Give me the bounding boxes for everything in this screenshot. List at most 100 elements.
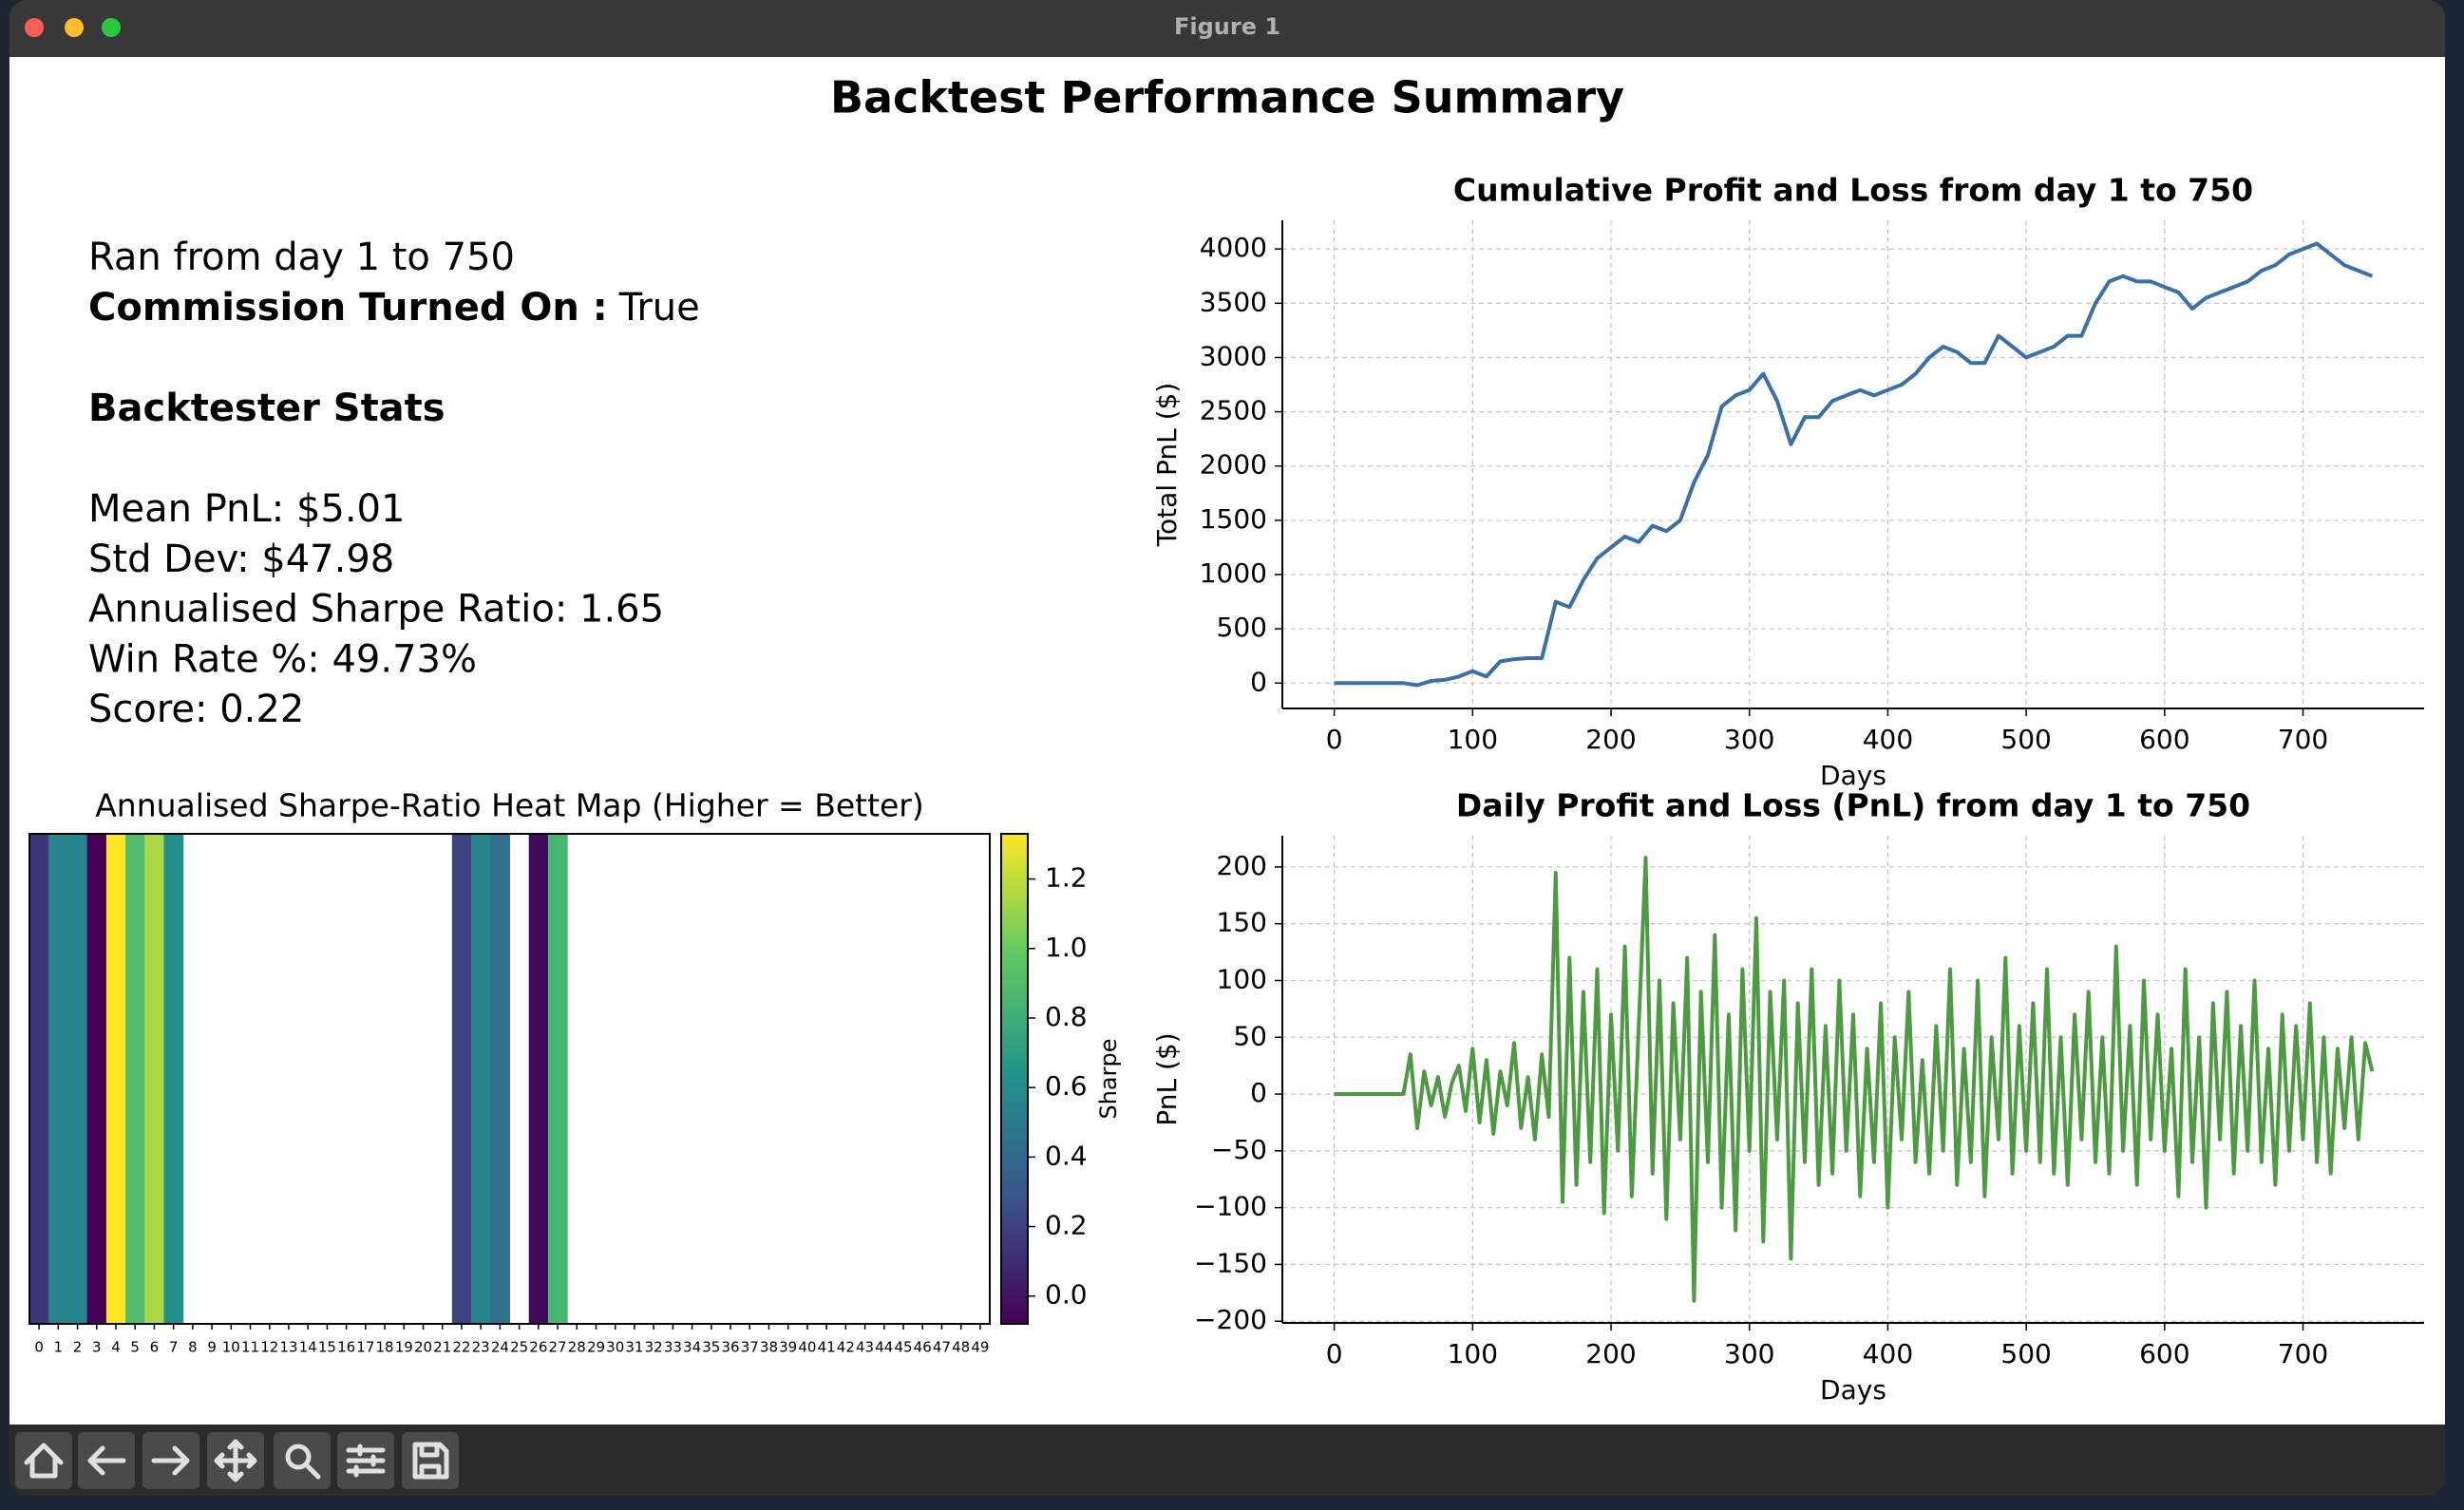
- x-tick-label: 200: [1585, 1338, 1636, 1369]
- y-tick-label: −200: [1194, 1304, 1267, 1335]
- x-tick-label: 13: [279, 1339, 297, 1356]
- x-tick-label: 27: [549, 1339, 567, 1356]
- x-tick-label: 3: [92, 1339, 102, 1356]
- x-tick-label: 29: [587, 1339, 605, 1356]
- colorbar-tick-label: 0.4: [1045, 1140, 1088, 1171]
- colorbar-label: Sharpe: [1095, 1038, 1122, 1119]
- x-tick-label: 15: [318, 1339, 336, 1356]
- heatmap-frame: [28, 833, 991, 1325]
- x-tick-label: 32: [645, 1339, 663, 1356]
- x-tick-label: 21: [433, 1339, 451, 1356]
- line-chart: Daily Profit and Loss (PnL) from day 1 t…: [1151, 787, 2424, 1406]
- stat-line: Score: 0.22: [88, 688, 304, 731]
- back-button[interactable]: [78, 1432, 135, 1489]
- close-button[interactable]: [25, 18, 44, 37]
- figure-title: Backtest Performance Summary: [830, 72, 1624, 123]
- y-tick-label: −150: [1194, 1247, 1267, 1278]
- y-tick-label: 2000: [1200, 449, 1267, 481]
- forward-button[interactable]: [142, 1432, 199, 1489]
- x-tick-label: 12: [260, 1339, 278, 1356]
- x-tick-label: 36: [721, 1339, 739, 1356]
- zoom-tool-button[interactable]: [274, 1432, 331, 1489]
- x-tick-label: 400: [1863, 724, 1913, 755]
- x-tick-label: 30: [606, 1339, 624, 1356]
- heatmap-cell: [105, 834, 126, 1324]
- stats-list: Mean PnL: $5.01 Std Dev: $47.98 Annualised…: [88, 487, 664, 731]
- zoom-button[interactable]: [102, 18, 121, 37]
- x-tick-label: 0: [1326, 724, 1343, 755]
- stat-line: Win Rate %: 49.73%: [88, 637, 477, 681]
- heatmap-cell: [86, 834, 107, 1324]
- home-button[interactable]: [15, 1432, 72, 1489]
- commission-value: True: [618, 286, 700, 330]
- run-text: Ran from day 1 to 750: [88, 236, 515, 279]
- x-tick-label: 300: [1724, 724, 1774, 755]
- stat-line: Annualised Sharpe Ratio: 1.65: [88, 588, 664, 632]
- x-tick-label: 17: [356, 1339, 374, 1356]
- x-tick-label: 1: [54, 1339, 64, 1356]
- x-tick-label: 2: [73, 1339, 83, 1356]
- y-tick-label: −50: [1211, 1134, 1267, 1165]
- x-tick-label: 47: [933, 1339, 951, 1356]
- x-tick-label: 7: [169, 1339, 179, 1356]
- heatmap-cell: [48, 834, 68, 1324]
- heatmap-cell: [29, 834, 49, 1324]
- x-tick-label: 28: [568, 1339, 586, 1356]
- stat-line: Mean PnL: $5.01: [88, 487, 405, 531]
- colorbar-tick-label: 0.0: [1045, 1279, 1088, 1311]
- x-tick-label: 14: [299, 1339, 317, 1356]
- x-tick-label: 23: [472, 1339, 490, 1356]
- colorbar-tick-label: 0.8: [1045, 1001, 1088, 1032]
- y-tick-label: 3500: [1200, 286, 1267, 317]
- y-tick-label: 100: [1217, 963, 1267, 994]
- x-tick-label: 39: [779, 1339, 797, 1356]
- colorbar-tick-label: 1.2: [1045, 862, 1088, 894]
- heatmap-cell: [144, 834, 165, 1324]
- save-button[interactable]: [402, 1432, 459, 1489]
- x-tick-label: 45: [894, 1339, 912, 1356]
- pan-button[interactable]: [207, 1432, 264, 1489]
- toolbar: [15, 1432, 459, 1489]
- x-tick-label: 31: [625, 1339, 643, 1356]
- stats-title: Backtester Stats: [88, 387, 445, 430]
- x-tick-label: 4: [111, 1339, 121, 1356]
- data-line: [1334, 241, 2374, 688]
- configure-button[interactable]: [337, 1432, 394, 1489]
- x-tick-label: 41: [818, 1339, 836, 1356]
- x-tick-label: 37: [741, 1339, 759, 1356]
- x-tick-label: 100: [1448, 724, 1498, 755]
- x-tick-label: 0: [34, 1339, 44, 1356]
- minimize-button[interactable]: [65, 18, 84, 37]
- x-tick-label: 34: [683, 1339, 701, 1356]
- stat-line: Std Dev: $47.98: [88, 538, 394, 581]
- y-tick-label: 0: [1250, 1077, 1267, 1108]
- x-tick-label: 22: [452, 1339, 470, 1356]
- title-bar-base: [9, 38, 2445, 57]
- charts: Annualised Sharpe-Ratio Heat Map (Higher…: [28, 172, 2424, 1406]
- x-tick-label: 35: [702, 1339, 720, 1356]
- heatmap-cell: [490, 834, 510, 1324]
- x-tick-label: 400: [1863, 1338, 1913, 1369]
- y-axis-label: PnL ($): [1151, 1032, 1183, 1125]
- heatmap: Annualised Sharpe-Ratio Heat Map (Higher…: [28, 787, 1122, 1356]
- x-tick-label: 24: [491, 1339, 509, 1356]
- data-line: [1334, 856, 2375, 1303]
- figure-canvas: [9, 57, 2445, 1425]
- y-tick-label: 3000: [1200, 340, 1267, 371]
- y-tick-label: 50: [1233, 1020, 1267, 1051]
- heatmap-cell: [163, 834, 184, 1324]
- x-axis-label: Days: [1820, 760, 1886, 791]
- y-tick-label: 500: [1217, 612, 1267, 643]
- y-tick-label: 200: [1217, 850, 1267, 881]
- commission-text: Commission Turned On : True: [88, 286, 700, 330]
- x-tick-label: 6: [150, 1339, 160, 1356]
- y-tick-label: 1000: [1200, 557, 1267, 589]
- x-tick-label: 49: [971, 1339, 989, 1356]
- y-tick-label: 4000: [1200, 232, 1267, 263]
- x-tick-label: 500: [2000, 724, 2051, 755]
- x-tick-label: 48: [952, 1339, 970, 1356]
- colorbar-tick-label: 0.6: [1045, 1070, 1088, 1102]
- chart-title: Daily Profit and Loss (PnL) from day 1 t…: [1456, 787, 2250, 824]
- x-tick-label: 43: [856, 1339, 874, 1356]
- x-tick-label: 38: [760, 1339, 778, 1356]
